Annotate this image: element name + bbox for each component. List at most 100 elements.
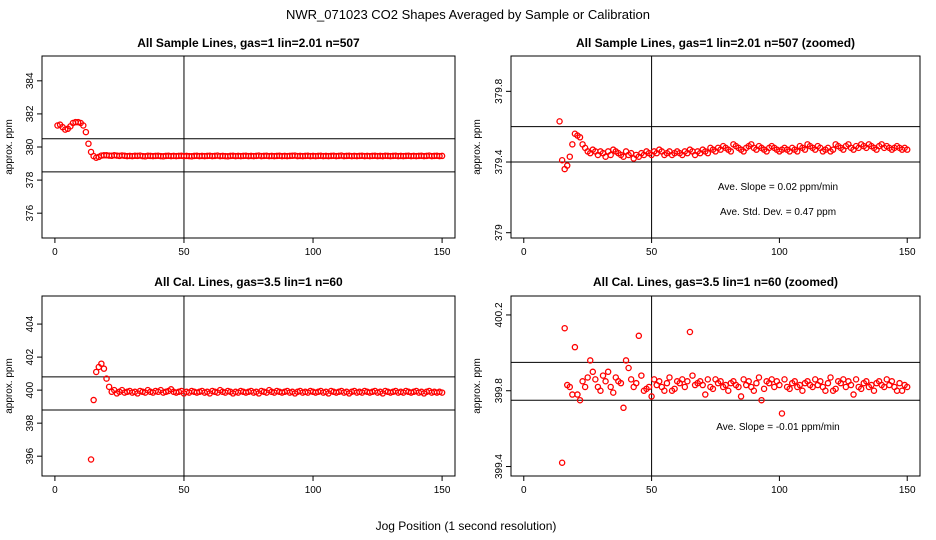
x-tick-label: 0 xyxy=(52,485,58,496)
y-tick-label: 379.4 xyxy=(494,149,505,174)
data-point xyxy=(85,140,92,147)
data-point xyxy=(852,376,860,383)
y-tick-label: 382 xyxy=(25,105,36,122)
data-point xyxy=(725,387,732,394)
data-point xyxy=(863,378,870,385)
data-point xyxy=(709,385,717,393)
annotation: Ave. Std. Dev. = 0.47 ppm xyxy=(720,207,836,218)
y-tick-label: 380 xyxy=(25,138,36,155)
data-point xyxy=(579,378,586,385)
data-point xyxy=(566,383,574,391)
y-tick-label: 378 xyxy=(25,171,36,188)
data-point xyxy=(576,134,584,141)
data-point xyxy=(92,368,100,376)
x-tick-label: 50 xyxy=(646,485,658,496)
data-point xyxy=(737,393,745,400)
chart-panel-4: All Cal. Lines, gas=3.5 lin=1 n=60 (zoom… xyxy=(472,275,921,496)
data-point xyxy=(870,387,878,394)
data-point xyxy=(617,379,625,387)
data-point xyxy=(888,378,896,385)
data-point xyxy=(684,378,691,385)
data-point xyxy=(824,379,832,387)
data-point xyxy=(656,378,663,385)
data-point xyxy=(576,396,584,404)
data-point xyxy=(566,153,574,160)
data-point xyxy=(822,387,829,394)
data-point xyxy=(602,378,609,385)
data-point xyxy=(829,146,837,153)
data-point xyxy=(558,459,566,466)
y-axis-label: approx. ppm xyxy=(472,119,483,175)
y-tick-label: 404 xyxy=(25,315,36,332)
data-point xyxy=(778,410,786,417)
data-point xyxy=(556,118,563,125)
data-point xyxy=(597,387,604,394)
data-point xyxy=(607,383,614,391)
data-point xyxy=(625,364,632,372)
x-tick-label: 50 xyxy=(646,247,658,258)
data-point xyxy=(633,379,640,387)
data-point xyxy=(586,357,594,364)
data-point xyxy=(105,383,113,391)
data-point xyxy=(592,376,599,383)
panel-title: All Cal. Lines, gas=3.5 lin=1 n=60 (zoom… xyxy=(593,275,838,289)
data-point xyxy=(558,157,566,164)
data-point xyxy=(87,456,95,463)
data-point xyxy=(827,374,834,381)
plot-frame xyxy=(510,55,921,239)
data-point xyxy=(561,324,568,332)
data-point xyxy=(704,149,712,157)
data-points xyxy=(87,360,446,463)
x-tick-label: 100 xyxy=(771,485,788,496)
x-tick-label: 150 xyxy=(899,247,916,258)
data-point xyxy=(903,146,911,153)
y-tick-label: 402 xyxy=(25,348,36,365)
data-point xyxy=(776,381,783,389)
data-point xyxy=(607,151,614,159)
data-points xyxy=(556,118,911,173)
data-point xyxy=(781,376,788,383)
data-point xyxy=(620,404,627,412)
data-point xyxy=(98,360,105,367)
data-point xyxy=(82,128,90,136)
data-point xyxy=(627,376,635,383)
x-tick-label: 150 xyxy=(434,485,451,496)
plot-frame xyxy=(41,295,456,477)
x-tick-label: 100 xyxy=(305,485,322,496)
data-point xyxy=(100,365,108,372)
y-tick-label: 379.8 xyxy=(494,78,505,103)
data-point xyxy=(599,372,607,379)
data-point xyxy=(750,387,758,394)
y-axis-label: approx. ppm xyxy=(4,358,15,414)
annotation: Ave. Slope = 0.02 ppm/min xyxy=(718,182,838,193)
x-tick-label: 50 xyxy=(178,247,190,258)
data-point xyxy=(791,378,798,385)
chart-panel-2: All Sample Lines, gas=1 lin=2.01 n=507 (… xyxy=(472,36,921,258)
panels: All Sample Lines, gas=1 lin=2.01 n=507 ap… xyxy=(4,36,921,496)
x-tick-label: 50 xyxy=(178,485,190,496)
data-point xyxy=(717,378,724,385)
data-points xyxy=(54,118,446,162)
x-tick-label: 150 xyxy=(899,485,916,496)
data-point xyxy=(755,374,763,381)
data-point xyxy=(663,379,671,387)
data-point xyxy=(80,122,87,129)
y-axis-label: approx. ppm xyxy=(472,358,483,414)
data-point xyxy=(686,328,694,336)
panel-title: All Sample Lines, gas=1 lin=2.01 n=507 (… xyxy=(576,36,855,50)
data-point xyxy=(635,332,643,340)
data-point xyxy=(704,376,712,383)
data-point xyxy=(666,374,673,381)
x-tick-label: 0 xyxy=(521,247,527,258)
y-tick-label: 384 xyxy=(25,72,36,89)
y-tick-label: 396 xyxy=(25,447,36,464)
data-point xyxy=(622,357,630,364)
data-point xyxy=(794,148,801,155)
data-point xyxy=(903,383,911,391)
x-tick-label: 100 xyxy=(305,247,322,258)
data-point xyxy=(689,372,696,379)
data-point xyxy=(610,389,617,396)
panel-title: All Cal. Lines, gas=3.5 lin=1 n=60 xyxy=(154,275,343,289)
